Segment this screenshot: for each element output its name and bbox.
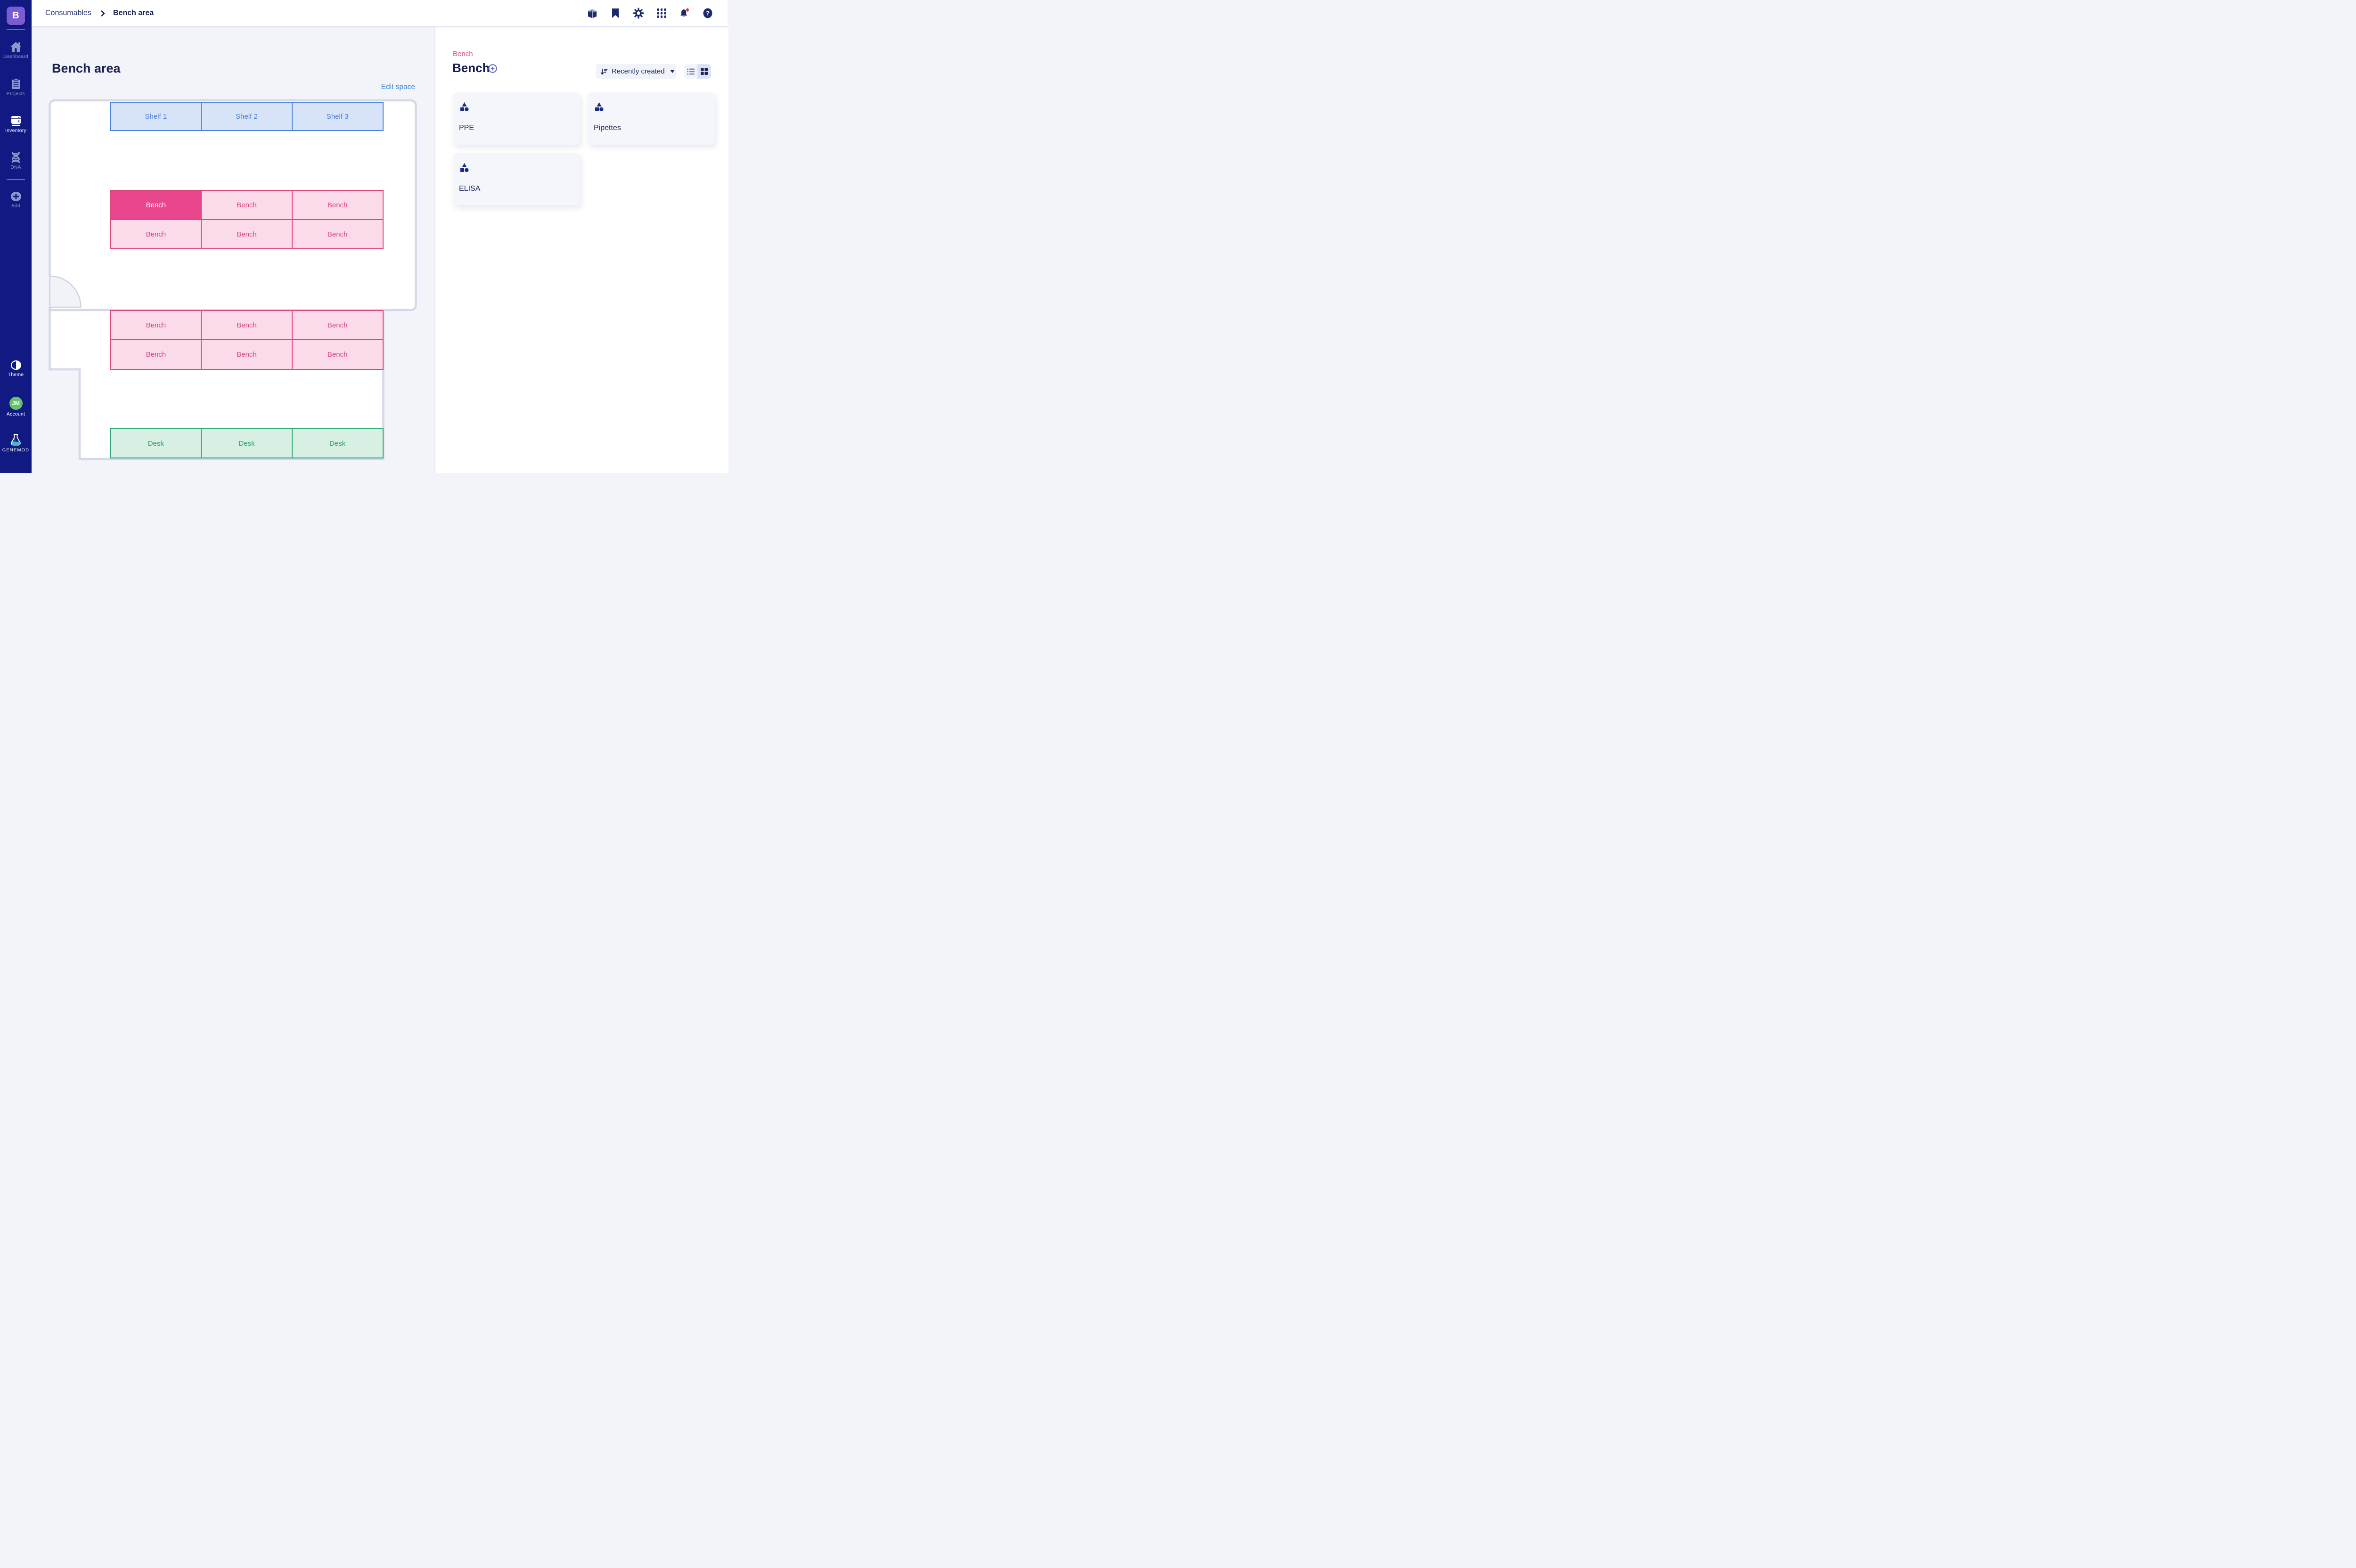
bench[interactable]: Bench [291, 339, 384, 370]
sidebar-item-dna[interactable]: DNA [0, 152, 32, 170]
apps-grid-icon[interactable] [656, 8, 667, 19]
bench[interactable]: Bench [110, 190, 202, 220]
caret-down-icon [670, 70, 675, 73]
bench[interactable]: Bench [291, 310, 384, 340]
bench[interactable]: Bench [201, 219, 293, 249]
desk[interactable]: Desk [291, 428, 384, 458]
card-title: PPE [459, 124, 474, 132]
sort-dropdown-label: Recently created [612, 67, 665, 75]
bench-row: Bench Bench Bench [110, 219, 384, 249]
bench[interactable]: Bench [110, 310, 202, 340]
bench[interactable]: Bench [201, 310, 293, 340]
sidebar-divider [7, 29, 25, 30]
desk[interactable]: Desk [201, 428, 293, 458]
desk[interactable]: Desk [110, 428, 202, 458]
flask-logo-icon [11, 434, 21, 446]
notifications-bell-icon[interactable] [679, 8, 690, 19]
plus-circle-icon [10, 192, 21, 201]
bench-row: Bench Bench Bench [110, 190, 384, 220]
settings-gear-icon[interactable] [633, 8, 644, 19]
freezer-icon [11, 116, 21, 126]
sidebar-item-inventory[interactable]: Inventory [0, 115, 32, 133]
shelf[interactable]: Shelf 3 [291, 102, 384, 131]
breadcrumb-parent[interactable]: Consumables [45, 9, 91, 17]
bench[interactable]: Bench [201, 190, 293, 220]
sidebar-item-genemod[interactable]: GENEMOD [0, 433, 32, 453]
shapes-icon [460, 102, 469, 111]
item-card-ppe[interactable]: PPE [453, 92, 580, 145]
sidebar-item-label: DNA [10, 164, 21, 170]
shelf[interactable]: Shelf 2 [201, 102, 293, 131]
sidebar-divider [7, 179, 25, 180]
sidebar-item-label: GENEMOD [2, 448, 30, 453]
desk-row: Desk Desk Desk [110, 428, 384, 458]
home-icon [10, 42, 21, 52]
card-title: Pipettes [594, 124, 621, 132]
sidebar-item-label: Account [6, 411, 25, 417]
sidebar-item-label: Dashboard [3, 54, 29, 59]
bench-row: Bench Bench Bench [110, 310, 384, 340]
shelf[interactable]: Shelf 1 [110, 102, 202, 131]
sidebar-item-add[interactable]: Add [0, 191, 32, 209]
bench[interactable]: Bench [291, 219, 384, 249]
topbar: Consumables Bench area [32, 0, 728, 27]
sidebar-item-label: Add [11, 203, 21, 209]
help-icon[interactable]: ? [702, 8, 713, 19]
package-icon[interactable] [587, 8, 598, 19]
workspace-logo[interactable]: B [7, 7, 25, 25]
bookmark-icon[interactable] [610, 8, 621, 19]
sort-dropdown[interactable]: Recently created [596, 64, 676, 79]
item-card-pipettes[interactable]: Pipettes [588, 92, 715, 145]
sidebar-item-label: Projects [6, 91, 25, 97]
sidebar: B Dashboard Projects Inventory [0, 0, 32, 473]
sidebar-item-dashboard[interactable]: Dashboard [0, 41, 32, 59]
bench[interactable]: Bench [110, 219, 202, 249]
bench[interactable]: Bench [201, 339, 293, 370]
shapes-icon [595, 102, 604, 111]
grid-view-icon [701, 68, 708, 75]
avatar: JM [9, 397, 23, 410]
svg-text:?: ? [706, 10, 710, 17]
dna-icon [12, 152, 20, 163]
panel-eyebrow: Bench [453, 50, 473, 58]
page-title: Bench area [52, 61, 121, 75]
notification-dot [686, 8, 689, 12]
workspace-logo-letter: B [12, 10, 19, 21]
floorplan-room-walls [49, 99, 417, 311]
sort-descending-icon [600, 68, 608, 75]
sidebar-item-projects[interactable]: Projects [0, 78, 32, 97]
card-title: ELISA [459, 185, 481, 193]
add-item-icon[interactable] [488, 64, 497, 73]
door-swing-arc [49, 275, 82, 308]
view-toggle [684, 64, 711, 79]
sidebar-item-label: Inventory [5, 128, 26, 133]
chevron-right-icon [101, 0, 105, 26]
sidebar-item-label: Theme [8, 372, 24, 377]
bench[interactable]: Bench [110, 339, 202, 370]
sidebar-item-theme[interactable]: Theme [0, 360, 32, 377]
breadcrumb-current: Bench area [113, 9, 154, 17]
list-view-icon [687, 68, 695, 74]
item-card-elisa[interactable]: ELISA [453, 153, 580, 205]
panel-title: Bench [452, 61, 490, 75]
shelf-row: Shelf 1 Shelf 2 Shelf 3 [110, 102, 384, 131]
grid-view-button[interactable] [697, 64, 711, 79]
details-panel: Bench Bench Recently created [434, 26, 728, 473]
bench-row: Bench Bench Bench [110, 339, 384, 370]
bench[interactable]: Bench [291, 190, 384, 220]
theme-contrast-icon [10, 360, 21, 370]
list-view-button[interactable] [684, 64, 697, 79]
sidebar-item-account[interactable]: JM Account [0, 397, 32, 417]
edit-space-link[interactable]: Edit space [381, 83, 415, 91]
shapes-icon [460, 163, 469, 172]
clipboard-icon [11, 78, 20, 89]
